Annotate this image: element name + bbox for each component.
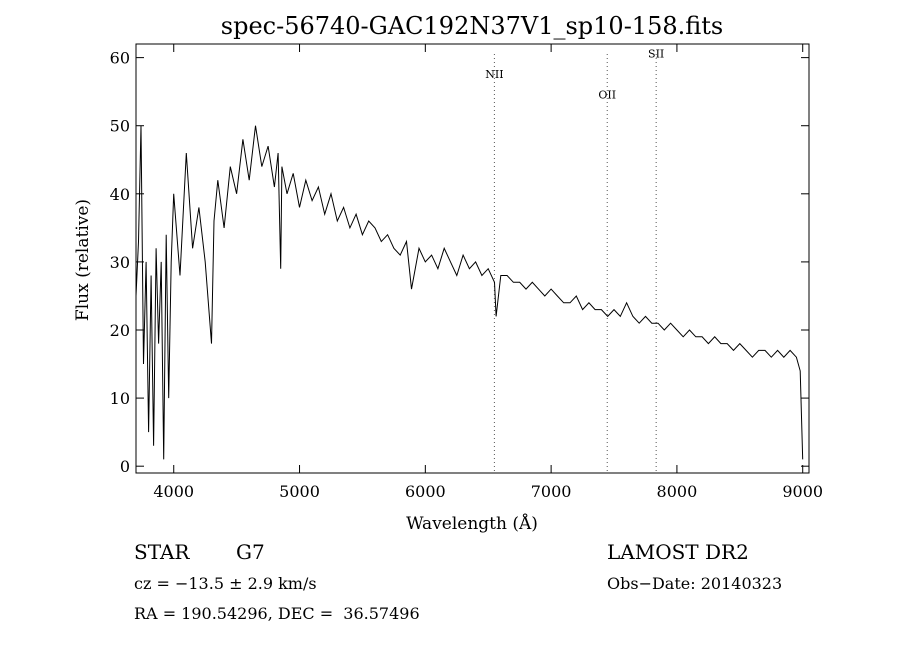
coordinates: RA = 190.54296, DEC = 36.57496 [134,604,420,623]
redshift-velocity: cz = −13.5 ± 2.9 km/s [134,574,317,593]
x-tick-label: 9000 [782,482,823,501]
emission-line-label: NII [485,68,503,81]
spectrum-series-line [135,125,804,460]
plot-frame [135,43,810,474]
emission-line-label: OII [598,88,616,101]
x-tick-label: 4000 [153,482,194,501]
x-tick-label: 6000 [405,482,446,501]
y-tick-label: 40 [110,185,130,204]
y-tick-label: 10 [110,389,130,408]
x-axis-label: Wavelength (Å) [406,513,538,534]
y-axis-label: Flux (relative) [73,199,93,321]
x-tick-label: 7000 [531,482,572,501]
y-axis: 0 10 20 30 40 50 60 [110,49,809,476]
x-axis: 4000 5000 6000 7000 8000 9000 [153,44,823,501]
x-tick-label: 5000 [279,482,320,501]
emission-line-label: SII [648,48,664,61]
object-type: STAR [134,540,190,564]
y-tick-label: 60 [110,49,130,68]
y-tick-label: 20 [110,321,130,340]
survey-name: LAMOST DR2 [607,540,749,564]
spectral-subclass: G7 [236,540,265,564]
y-tick-label: 0 [120,457,130,476]
chart-title: spec-56740-GAC192N37V1_sp10-158.fits [221,12,723,40]
y-tick-label: 30 [110,253,130,272]
emission-line-markers: NII OII SII [485,48,664,473]
y-tick-label: 50 [110,117,130,136]
x-tick-label: 8000 [657,482,698,501]
observation-date: Obs−Date: 20140323 [607,574,783,593]
